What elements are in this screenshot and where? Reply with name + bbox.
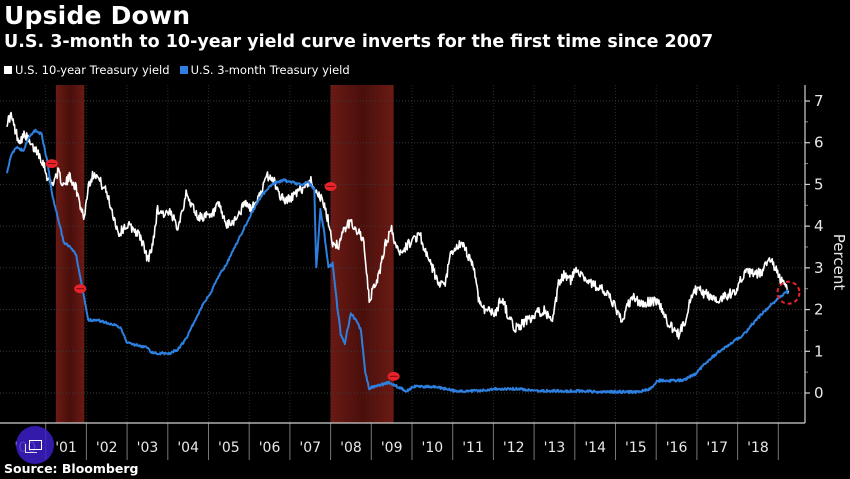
y-tick-label: 2 (814, 301, 824, 319)
x-tick-label: '03 (137, 440, 159, 456)
x-tick-label: '09 (381, 440, 403, 456)
recession-band-0 (55, 85, 85, 423)
y-tick-label: 0 (814, 384, 824, 402)
x-tick-label: '17 (706, 440, 728, 456)
legend-swatch-3-month (179, 66, 188, 74)
legend: U.S. 10-year Treasury yield U.S. 3-month… (4, 63, 350, 77)
legend-item-10-year: U.S. 10-year Treasury yield (4, 63, 170, 77)
picture-in-picture-button[interactable] (16, 426, 54, 464)
inversion-highlight-circle (776, 280, 801, 305)
legend-label-3-month: U.S. 3-month Treasury yield (190, 63, 350, 77)
inversion-markers (45, 159, 801, 381)
x-tick-label: '18 (747, 440, 769, 456)
x-tick-label: '11 (462, 440, 484, 456)
y-tick-label: 5 (814, 175, 824, 193)
y-axis-label: Percent (830, 234, 848, 291)
chart-title: Upside Down (4, 1, 191, 30)
legend-label-10-year: U.S. 10-year Treasury yield (15, 63, 170, 77)
y-tick-label: 3 (814, 259, 824, 277)
series-line-10-year (6, 111, 790, 340)
y-tick-label: 4 (814, 217, 824, 235)
x-tick-label: '02 (96, 440, 118, 456)
x-tick-label: '12 (503, 440, 525, 456)
source-note: Source: Bloomberg (4, 461, 139, 476)
recession-band-1 (330, 85, 394, 423)
x-tick-label: '04 (177, 440, 199, 456)
x-tick-label: '06 (259, 440, 281, 456)
series-line-3-month (6, 128, 790, 395)
x-tick-label: '10 (422, 440, 444, 456)
y-tick-label: 7 (814, 92, 824, 110)
chart-subtitle: U.S. 3-month to 10-year yield curve inve… (4, 32, 714, 52)
x-tick-label: '13 (544, 440, 566, 456)
recession-bands (55, 85, 394, 423)
y-tick-label: 1 (814, 342, 824, 360)
series-lines (6, 111, 790, 395)
x-tick-label: '14 (584, 440, 606, 456)
legend-item-3-month: U.S. 3-month Treasury yield (179, 63, 350, 77)
x-tick-label: '16 (666, 440, 688, 456)
gridlines (0, 85, 805, 423)
x-tick-label: '07 (299, 440, 321, 456)
axes: 01234567'00'01'02'03'04'05'06'07'08'09'1… (0, 85, 824, 460)
x-tick-label: '01 (55, 440, 77, 456)
x-tick-label: '08 (340, 440, 362, 456)
legend-swatch-10-year (4, 66, 12, 74)
x-tick-label: '05 (218, 440, 240, 456)
picture-in-picture-icon (24, 440, 42, 453)
x-tick-label: '15 (625, 440, 647, 456)
y-tick-label: 6 (814, 134, 824, 152)
